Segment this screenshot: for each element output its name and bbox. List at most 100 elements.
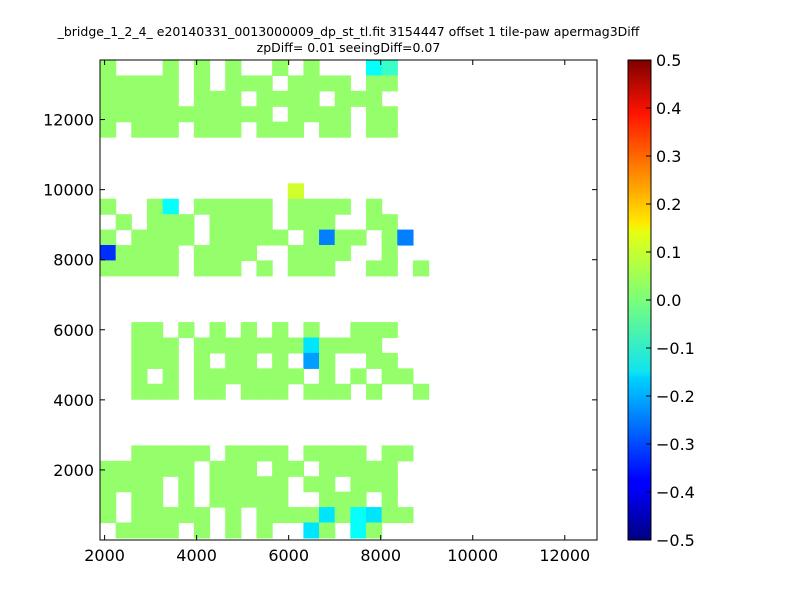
heatmap-cell [287,121,305,138]
heatmap-cell [225,244,242,262]
heatmap-cell [193,368,211,385]
heatmap-cell [303,352,320,369]
heatmap-cell [146,121,164,138]
heatmap-cell [100,75,117,92]
heatmap-cell [193,75,211,92]
heatmap-cell [381,244,398,262]
heatmap-cell [115,214,132,231]
heatmap-cell [146,337,164,354]
heatmap-cell [193,106,211,123]
heatmap-cell [334,121,351,138]
heatmap-cell [365,476,383,493]
heatmap-cell [334,445,351,462]
y-tick-label: 8000 [53,251,94,270]
chart-title-line-2: zpDiff= 0.01 seeingDiff=0.07 [256,40,441,55]
heatmap-cell [240,352,258,369]
heatmap-cell [272,352,289,369]
heatmap-cell [209,460,226,477]
heatmap-cell [350,522,367,539]
y-tick-label: 4000 [53,391,94,410]
heatmap-cell [131,121,148,138]
heatmap-cell [162,90,179,107]
heatmap-cell [178,322,195,339]
heatmap-cell [381,352,398,369]
heatmap-cell [131,352,148,369]
heatmap-cell [287,368,305,385]
y-tick-label: 6000 [53,321,94,340]
heatmap-cell [178,507,195,524]
heatmap-cell [178,445,195,462]
heatmap-cell [162,507,179,524]
heatmap-cell [334,106,351,123]
heatmap-cell [334,229,351,246]
heatmap-cell [365,322,383,339]
heatmap-cell [209,121,226,138]
heatmap-cell [162,106,179,123]
heatmap-cell [272,60,289,77]
heatmap-cell [287,260,305,277]
heatmap-cell [287,244,305,262]
heatmap-cell [115,90,132,107]
heatmap-cell [397,445,414,462]
heatmap-cell [225,198,242,215]
heatmap-cell [381,229,398,246]
heatmap-cell [100,507,117,524]
colorbar-tick-label: 0.3 [656,147,681,166]
heatmap-cell [287,106,305,123]
heatmap-cell [303,106,320,123]
heatmap-cell [303,522,320,539]
heatmap-cell [146,244,164,262]
heatmap-cell [365,383,383,400]
heatmap-cell [319,476,336,493]
heatmap-cell [256,337,273,354]
heatmap-cell [162,368,179,385]
heatmap-cell [115,244,132,262]
heatmap-cell [256,476,273,493]
heatmap-cell [381,260,398,277]
heatmap-cell [100,121,117,138]
heatmap-cell [303,383,320,400]
heatmap-cell [225,491,242,508]
heatmap-cell [319,337,336,354]
heatmap-cell [162,260,179,277]
chart-title-line-1: _bridge_1_2_4_ e20140331_0013000009_dp_s… [57,24,640,39]
heatmap-cell [225,214,242,231]
heatmap-cell [100,198,117,215]
heatmap-cell [209,106,226,123]
heatmap-cell [256,491,273,508]
x-tick-label: 2000 [84,546,125,565]
heatmap-cell [162,229,179,246]
heatmap-cell [256,522,273,539]
heatmap-cell [303,60,320,77]
heatmap-cell [287,183,305,200]
heatmap-cell [146,507,164,524]
heatmap-cell [100,90,117,107]
heatmap-cell [162,445,179,462]
heatmap-cell [146,322,164,339]
heatmap-cell [256,121,273,138]
heatmap-cell [350,491,367,508]
x-tick-label: 10000 [447,546,498,565]
heatmap-cell [381,507,398,524]
heatmap-cell [146,198,164,215]
heatmap-cell [193,244,211,262]
heatmap-cell [225,90,242,107]
heatmap-cell [350,445,367,462]
colorbar-tick-label: −0.5 [656,531,695,550]
heatmap-cell [272,491,289,508]
heatmap-cell [209,198,226,215]
heatmap-cell [240,460,258,477]
heatmap-cell [209,337,226,354]
heatmap-cell [209,322,226,339]
colorbar-tick-label: 0.5 [656,51,681,70]
heatmap-cell [381,121,398,138]
heatmap-cell [146,460,164,477]
x-tick-label: 12000 [539,546,590,565]
heatmap-cell [100,460,117,477]
heatmap-cell [287,337,305,354]
heatmap-cell [240,244,258,262]
heatmap-cell [131,383,148,400]
heatmap-cell [381,491,398,508]
heatmap-cell [397,229,414,246]
